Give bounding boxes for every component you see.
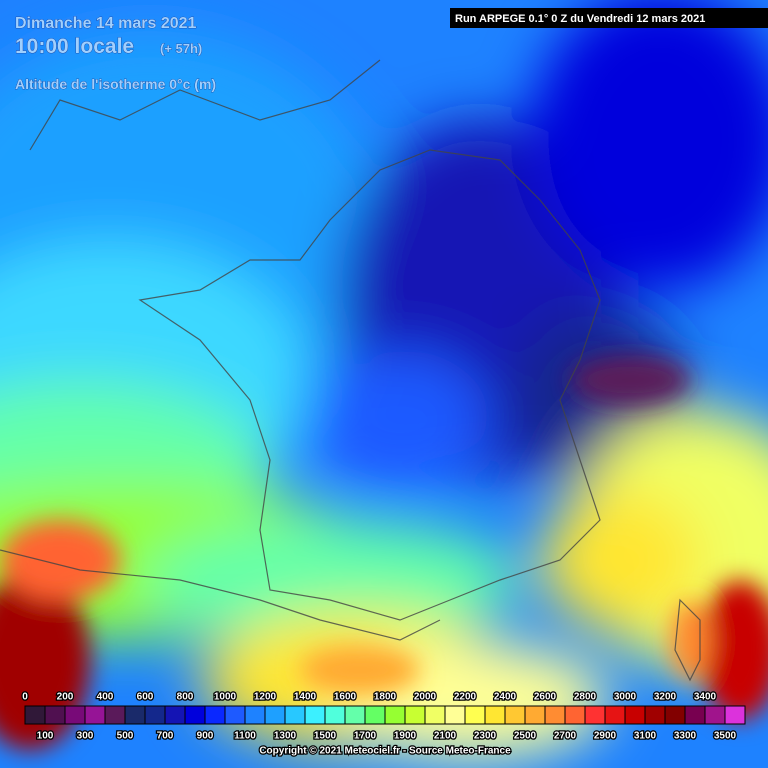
color-swatch bbox=[104, 705, 126, 725]
color-swatch bbox=[444, 705, 466, 725]
color-swatch bbox=[244, 705, 266, 725]
color-swatch bbox=[44, 705, 66, 725]
color-swatch bbox=[704, 705, 726, 725]
color-swatch bbox=[84, 705, 106, 725]
color-swatch bbox=[624, 705, 646, 725]
color-swatch bbox=[364, 705, 386, 725]
scale-label: 1800 bbox=[374, 692, 397, 703]
scale-label: 3000 bbox=[614, 692, 637, 703]
scale-label: 1400 bbox=[294, 692, 317, 703]
color-swatch bbox=[544, 705, 566, 725]
color-swatch bbox=[584, 705, 606, 725]
color-swatch bbox=[644, 705, 666, 725]
color-swatch bbox=[404, 705, 426, 725]
color-swatch bbox=[344, 705, 366, 725]
scale-label: 2900 bbox=[594, 731, 617, 742]
color-swatch bbox=[684, 705, 706, 725]
copyright: Copyright © 2021 Meteociel.fr - Source M… bbox=[259, 746, 511, 757]
color-swatch bbox=[384, 705, 406, 725]
color-swatch bbox=[24, 705, 46, 725]
time: 10:00 locale bbox=[15, 35, 134, 58]
color-swatch bbox=[224, 705, 246, 725]
scale-label: 0 bbox=[22, 692, 28, 703]
scale-label: 2600 bbox=[534, 692, 557, 703]
color-swatch bbox=[564, 705, 586, 725]
scale-label: 900 bbox=[197, 731, 214, 742]
scale-label: 3200 bbox=[654, 692, 677, 703]
scale-label: 3500 bbox=[714, 731, 737, 742]
scale-label: 2000 bbox=[414, 692, 437, 703]
scale-label: 1900 bbox=[394, 731, 417, 742]
scale-label: 1100 bbox=[234, 731, 256, 742]
color-swatch bbox=[184, 705, 206, 725]
scale-label: 1000 bbox=[214, 692, 237, 703]
scale-label: 600 bbox=[137, 692, 154, 703]
scale-label: 400 bbox=[97, 692, 114, 703]
color-swatch bbox=[284, 705, 306, 725]
color-swatch bbox=[424, 705, 446, 725]
scale-label: 100 bbox=[37, 731, 54, 742]
colorbar: 0 200 400 600 800 1000 1200 1400 1600 1800 2000 220… bbox=[21, 690, 746, 743]
color-swatch bbox=[204, 705, 226, 725]
color-swatch bbox=[484, 705, 506, 725]
color-swatch bbox=[144, 705, 166, 725]
scale-label: 2200 bbox=[454, 692, 477, 703]
color-swatch bbox=[164, 705, 186, 725]
color-swatch bbox=[604, 705, 626, 725]
scale-label: 2500 bbox=[514, 731, 537, 742]
color-swatch bbox=[664, 705, 686, 725]
borders bbox=[0, 59, 701, 682]
run-info: Run ARPEGE 0.1° 0 Z du Vendredi 12 mars … bbox=[455, 13, 705, 25]
parameter: Altitude de l'isotherme 0°c (m) bbox=[15, 76, 216, 92]
color-swatch bbox=[264, 705, 286, 725]
scale-label: 3300 bbox=[674, 731, 697, 742]
color-swatch bbox=[324, 705, 346, 725]
color-swatch bbox=[504, 705, 526, 725]
color-swatch bbox=[124, 705, 146, 725]
scale-label: 1600 bbox=[334, 692, 357, 703]
scale-label: 1300 bbox=[274, 731, 297, 742]
scale-label: 500 bbox=[117, 731, 134, 742]
scale-label: 3100 bbox=[634, 731, 657, 742]
date: Dimanche 14 mars 2021 bbox=[15, 15, 197, 32]
scale-label: 2800 bbox=[574, 692, 597, 703]
color-swatch bbox=[524, 705, 546, 725]
color-swatch bbox=[464, 705, 486, 725]
scale-label: 1500 bbox=[314, 731, 337, 742]
scale-label: 2100 bbox=[434, 731, 457, 742]
scale-label: 2400 bbox=[494, 692, 517, 703]
scale-label: 1700 bbox=[354, 731, 377, 742]
scale-label: 700 bbox=[157, 731, 174, 742]
scale-label: 800 bbox=[177, 692, 194, 703]
scale-label: 300 bbox=[77, 731, 94, 742]
scale-label: 200 bbox=[57, 692, 74, 703]
scale-label: 1200 bbox=[254, 692, 277, 703]
scale-label: 2300 bbox=[474, 731, 497, 742]
color-swatch bbox=[304, 705, 326, 725]
color-swatch bbox=[724, 705, 746, 725]
lead-time: (+ 57h) bbox=[160, 41, 202, 56]
color-swatch bbox=[64, 705, 86, 725]
run-box bbox=[450, 8, 768, 28]
scale-label: 2700 bbox=[554, 731, 577, 742]
scale-label: 3400 bbox=[694, 692, 717, 703]
